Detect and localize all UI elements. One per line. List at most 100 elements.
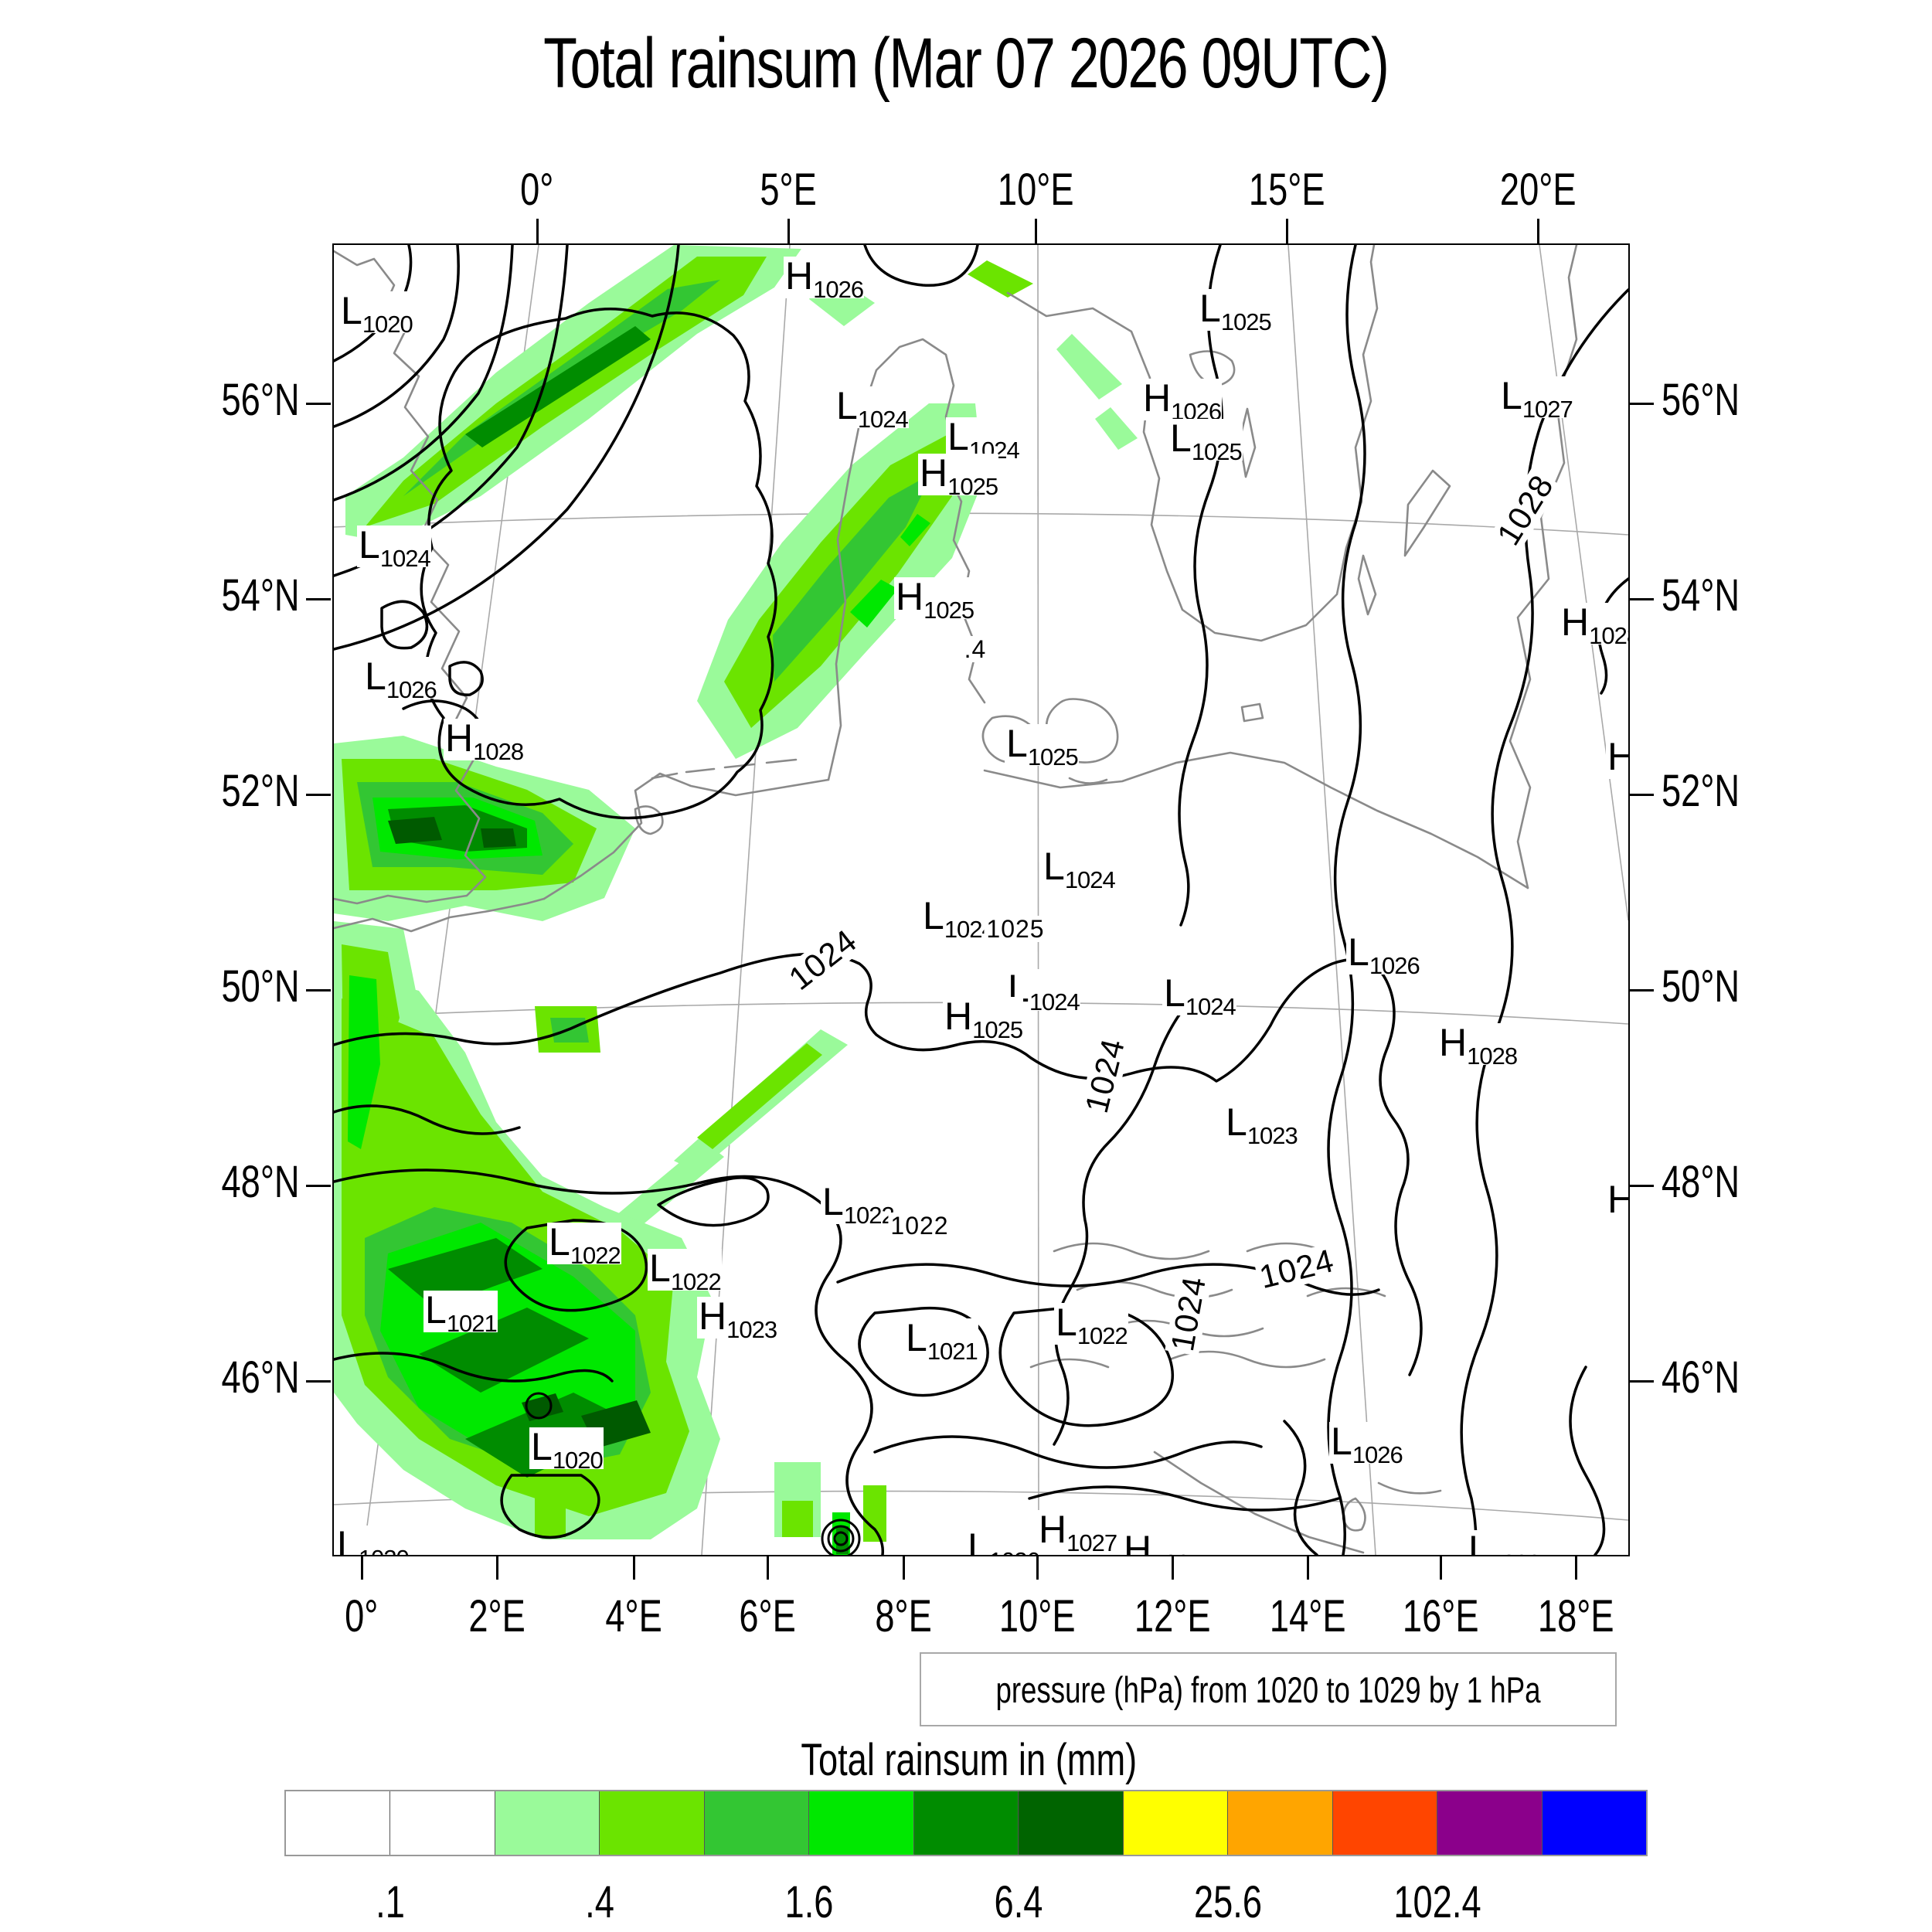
- axis-label-bottom: 2°E: [468, 1591, 526, 1641]
- axis-tick: [1629, 989, 1654, 992]
- colorbar-cell: [286, 1791, 391, 1855]
- pressure-label: H: [1606, 1180, 1628, 1222]
- pressure-label: H1027: [1122, 1530, 1203, 1555]
- axis-tick: [1575, 1555, 1577, 1580]
- pressure-label: H1025: [943, 995, 1024, 1043]
- pressure-label: H1025: [918, 451, 999, 500]
- axis-tick: [536, 219, 539, 243]
- pressure-label: H: [1606, 737, 1628, 779]
- axis-tick: [1035, 219, 1037, 243]
- contour-label: .4: [961, 636, 989, 662]
- axis-tick: [787, 219, 790, 243]
- axis-tick: [306, 794, 331, 796]
- axis-label-right: 54°N: [1662, 570, 1740, 621]
- pressure-label: L1020: [335, 1526, 410, 1555]
- axis-tick: [1629, 1380, 1654, 1383]
- pressure-label: L1024: [1042, 845, 1116, 893]
- colorbar-cell: [1019, 1791, 1124, 1855]
- axis-tick: [306, 598, 331, 600]
- axis-tick: [306, 989, 331, 992]
- pressure-label: L1022: [1054, 1301, 1128, 1349]
- pressure-label: H1026: [784, 254, 865, 303]
- colorbar: [284, 1790, 1648, 1856]
- coast-east-baltic: [1509, 245, 1578, 889]
- pressure-label: L1023: [1224, 1100, 1298, 1149]
- pressure-label: L1026: [1329, 1420, 1403, 1468]
- figure-title: Total rainsum (Mar 07 2026 09UTC): [543, 24, 1389, 103]
- coast-south-baltic: [983, 751, 1529, 889]
- pressure-label: L1024: [835, 384, 909, 433]
- axis-label-bottom: 4°E: [605, 1591, 662, 1641]
- axis-label-bottom: 16°E: [1402, 1591, 1479, 1641]
- axis-label-top: 15°E: [1248, 165, 1325, 215]
- axis-tick: [633, 1555, 635, 1580]
- axis-tick: [1629, 794, 1654, 796]
- axis-label-left: 50°N: [221, 961, 300, 1012]
- colorbar-tick-label: .4: [585, 1877, 614, 1927]
- axis-tick: [767, 1555, 769, 1580]
- pressure-label: L1026: [1467, 1530, 1541, 1555]
- axis-label-right: 50°N: [1662, 961, 1740, 1012]
- colorbar-cell: [1332, 1791, 1438, 1855]
- axis-tick: [1537, 219, 1539, 243]
- pressure-label: L1024: [921, 894, 995, 943]
- colorbar-cell: [1542, 1791, 1647, 1855]
- pressure-label: H1027: [1037, 1508, 1118, 1556]
- axis-label-bottom: 12°E: [1134, 1591, 1211, 1641]
- axis-tick: [306, 403, 331, 405]
- pressure-label: H1023: [697, 1294, 778, 1343]
- colorbar-cell: [913, 1791, 1019, 1855]
- axis-label-left: 52°N: [221, 766, 300, 816]
- axis-tick: [1307, 1555, 1309, 1580]
- pressure-label: L1026: [966, 1528, 1040, 1555]
- colorbar-cell: [600, 1791, 705, 1855]
- pressure-label: H1028: [1560, 603, 1628, 649]
- axis-label-bottom: 8°E: [875, 1591, 932, 1641]
- pressure-label: H1028: [1437, 1021, 1519, 1070]
- axis-label-bottom: 18°E: [1537, 1591, 1614, 1641]
- axis-tick: [903, 1555, 905, 1580]
- weather-map: L1020 H1026 L1025 L1024 L1024 H1025 H1026 L1025…: [332, 243, 1630, 1556]
- axis-label-top: 5°E: [760, 165, 817, 215]
- axis-label-bottom: 0°: [345, 1591, 379, 1641]
- axis-tick: [1629, 403, 1654, 405]
- pressure-label: L1024: [946, 415, 1020, 464]
- pressure-label: L1022: [821, 1180, 895, 1229]
- axis-tick: [1440, 1555, 1442, 1580]
- axis-tick: [496, 1555, 498, 1580]
- axis-tick: [1286, 219, 1288, 243]
- pressure-label: L1025: [1168, 417, 1243, 465]
- axis-label-right: 56°N: [1662, 375, 1740, 425]
- pressure-label: L1021: [423, 1288, 498, 1337]
- rain-shading: [334, 245, 1138, 1555]
- colorbar-title: Total rainsum in (mm): [801, 1735, 1138, 1785]
- coast-netherlands: [543, 772, 830, 900]
- axis-label-left: 48°N: [221, 1157, 300, 1207]
- pressure-label: L1024: [1162, 971, 1236, 1020]
- axis-label-left: 46°N: [221, 1352, 300, 1403]
- pressure-label: H1026: [1141, 376, 1223, 425]
- coast-gotland: [1240, 469, 1451, 723]
- axis-label-right: 52°N: [1662, 766, 1740, 816]
- colorbar-tick-label: 25.6: [1193, 1877, 1263, 1927]
- axis-label-right: 46°N: [1662, 1352, 1740, 1403]
- axis-label-top: 10°E: [997, 165, 1074, 215]
- pressure-label: L1027: [1499, 374, 1573, 423]
- colorbar-cell: [495, 1791, 600, 1855]
- pressure-label: L1024: [1006, 967, 1080, 1015]
- colorbar-tick-label: 1.6: [784, 1877, 834, 1927]
- axis-tick: [306, 1185, 331, 1187]
- pressure-label: L1025: [1198, 287, 1272, 335]
- axis-label-left: 54°N: [221, 570, 300, 621]
- pressure-label: L1020: [529, 1425, 604, 1474]
- colorbar-cell: [1123, 1791, 1229, 1855]
- axis-label-bottom: 6°E: [739, 1591, 796, 1641]
- contour-label: 1025: [984, 916, 1047, 942]
- map-canvas: [334, 245, 1628, 1555]
- pressure-label: L1026: [363, 655, 437, 703]
- pressure-label: L1022: [547, 1220, 621, 1269]
- pressure-label: L1022: [648, 1247, 722, 1295]
- colorbar-tick-label: 6.4: [994, 1877, 1043, 1927]
- axis-tick: [1629, 598, 1654, 600]
- coast-adriatic: [1153, 1451, 1442, 1554]
